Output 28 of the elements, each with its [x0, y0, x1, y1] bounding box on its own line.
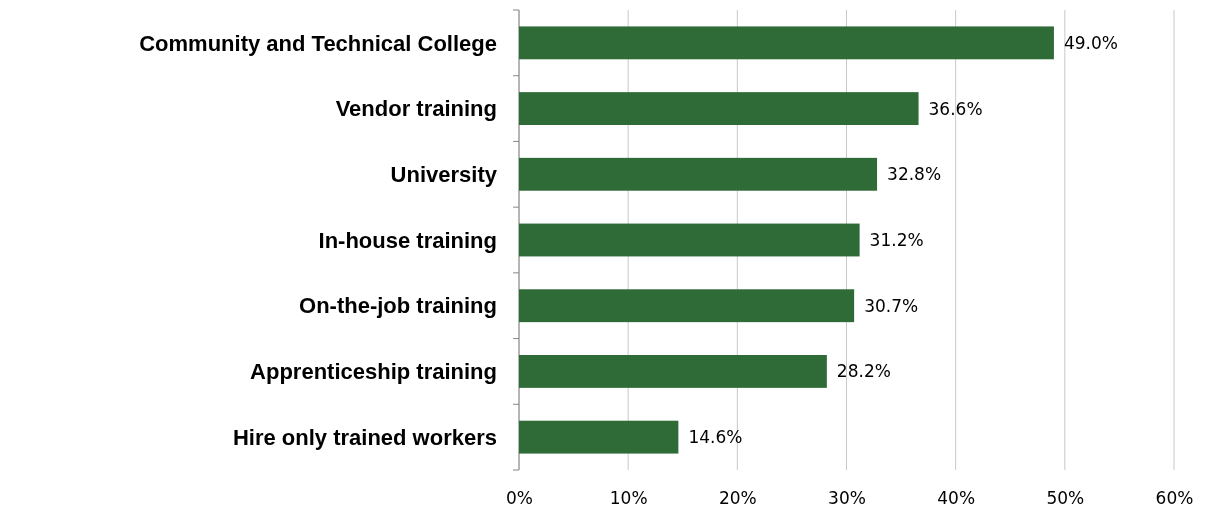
data-label: 36.6% [928, 98, 983, 119]
data-label: 31.2% [869, 229, 924, 250]
data-label: 28.2% [836, 361, 891, 382]
bar [519, 289, 855, 323]
bar [519, 92, 919, 125]
y-tick-label: In-house training [318, 227, 497, 253]
x-tick-label: 20% [718, 488, 757, 509]
x-tick-label: 40% [937, 488, 976, 509]
bar [519, 26, 1054, 60]
bar [519, 420, 679, 454]
y-tick-label: University [390, 161, 498, 187]
y-tick-label: Vendor training [335, 96, 497, 122]
x-tick-label: 50% [1046, 488, 1085, 509]
data-label: 32.8% [887, 164, 942, 185]
data-label: 30.7% [864, 295, 919, 316]
bar [519, 223, 860, 257]
y-tick-label: Community and Technical College [139, 30, 497, 56]
x-tick-label: 30% [828, 488, 866, 509]
x-tick-label: 0% [506, 488, 533, 509]
y-tick-label: On-the-job training [299, 293, 497, 319]
y-tick-label: Hire only trained workers [232, 424, 497, 450]
y-tick-label: Apprenticeship training [250, 359, 497, 385]
bar [519, 157, 878, 191]
data-label: 49.0% [1063, 32, 1118, 53]
data-label: 14.6% [688, 427, 743, 448]
x-tick-label: 10% [609, 488, 648, 509]
bar [519, 355, 827, 388]
x-tick-label: 60% [1155, 488, 1194, 509]
